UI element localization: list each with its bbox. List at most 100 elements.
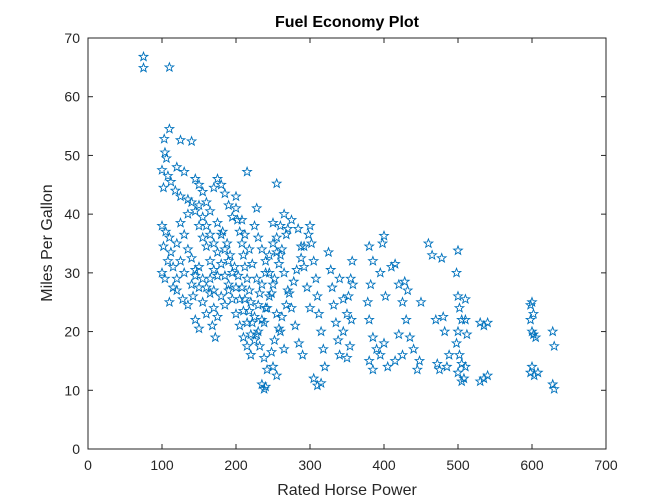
data-point <box>481 369 494 381</box>
data-point <box>178 228 190 240</box>
data-point <box>304 219 316 231</box>
y-tick-label: 30 <box>64 265 80 281</box>
data-point <box>317 343 329 354</box>
data-point <box>283 287 295 299</box>
data-point <box>337 293 349 305</box>
data-point <box>450 266 463 278</box>
data-point <box>193 178 205 190</box>
axes-box <box>87 37 607 450</box>
data-point <box>259 380 272 392</box>
data-point <box>330 316 342 328</box>
data-point <box>208 284 220 296</box>
data-point <box>159 272 171 284</box>
data-point <box>200 196 213 208</box>
data-point <box>185 135 198 147</box>
y-tick-label: 40 <box>64 206 80 222</box>
data-point <box>251 202 263 214</box>
data-point <box>319 360 331 372</box>
data-point <box>158 133 170 144</box>
data-point <box>461 328 473 340</box>
x-tick-label: 0 <box>84 457 92 473</box>
data-point <box>185 252 198 263</box>
data-point <box>241 316 253 328</box>
data-point <box>450 337 463 349</box>
data-point <box>204 228 216 240</box>
data-point <box>167 261 179 272</box>
data-point <box>430 313 442 325</box>
data-point <box>160 225 172 237</box>
data-point <box>301 281 313 293</box>
data-point <box>347 278 359 290</box>
data-point <box>393 278 405 290</box>
data-point <box>399 275 411 287</box>
y-tick-label: 50 <box>64 147 80 163</box>
data-point <box>278 266 290 278</box>
data-point <box>248 310 261 322</box>
data-point <box>162 170 174 181</box>
data-point <box>271 246 283 258</box>
data-point <box>322 246 335 258</box>
data-point <box>452 325 464 337</box>
data-point <box>193 199 205 211</box>
data-point <box>185 196 198 208</box>
data-point <box>282 284 294 296</box>
data-point <box>226 293 238 305</box>
x-tick-label: 400 <box>372 457 396 473</box>
data-point <box>456 375 468 387</box>
x-tick-label: 500 <box>446 457 470 473</box>
data-point <box>245 349 257 360</box>
data-point <box>374 266 386 278</box>
data-point <box>345 272 357 284</box>
data-point <box>182 243 194 255</box>
data-point <box>169 184 181 196</box>
data-point <box>234 319 246 331</box>
data-point <box>258 316 270 328</box>
data-point <box>528 369 540 381</box>
data-point <box>325 264 337 275</box>
data-point <box>187 290 199 302</box>
data-point <box>481 316 494 328</box>
data-point <box>328 299 340 310</box>
data-point <box>174 190 187 202</box>
data-point <box>200 308 213 319</box>
data-point <box>239 228 251 240</box>
data-point <box>159 146 171 158</box>
data-point <box>222 199 235 211</box>
data-point <box>311 290 324 302</box>
data-point <box>193 281 205 293</box>
data-point <box>280 228 292 240</box>
data-point <box>295 240 307 252</box>
data-point <box>439 325 451 337</box>
data-point <box>459 360 472 372</box>
data-point <box>311 379 324 391</box>
data-point <box>230 202 242 214</box>
x-axis-ticks: 0 100 200 300 400 500 600 700 <box>84 38 618 473</box>
data-point <box>226 266 238 278</box>
data-point <box>263 266 275 278</box>
data-point <box>197 231 209 243</box>
data-point <box>285 214 298 225</box>
data-point <box>171 237 183 249</box>
data-point <box>165 175 177 187</box>
data-point <box>221 237 233 249</box>
data-point <box>271 231 283 243</box>
y-tick-label: 0 <box>72 441 80 457</box>
data-point <box>276 310 288 322</box>
data-point <box>310 272 322 284</box>
data-point <box>197 185 209 197</box>
data-point <box>422 237 435 249</box>
data-point <box>258 352 270 363</box>
data-point <box>273 258 285 269</box>
data-point <box>304 302 316 313</box>
data-point <box>189 269 201 281</box>
data-point <box>278 208 290 219</box>
data-point <box>436 252 448 263</box>
data-point <box>193 322 205 334</box>
data-point <box>157 240 170 252</box>
data-point <box>236 237 248 249</box>
data-point <box>197 296 209 308</box>
data-point <box>261 302 273 313</box>
points-layer <box>137 50 560 394</box>
data-point <box>236 214 248 225</box>
y-tick-label: 70 <box>64 30 80 46</box>
